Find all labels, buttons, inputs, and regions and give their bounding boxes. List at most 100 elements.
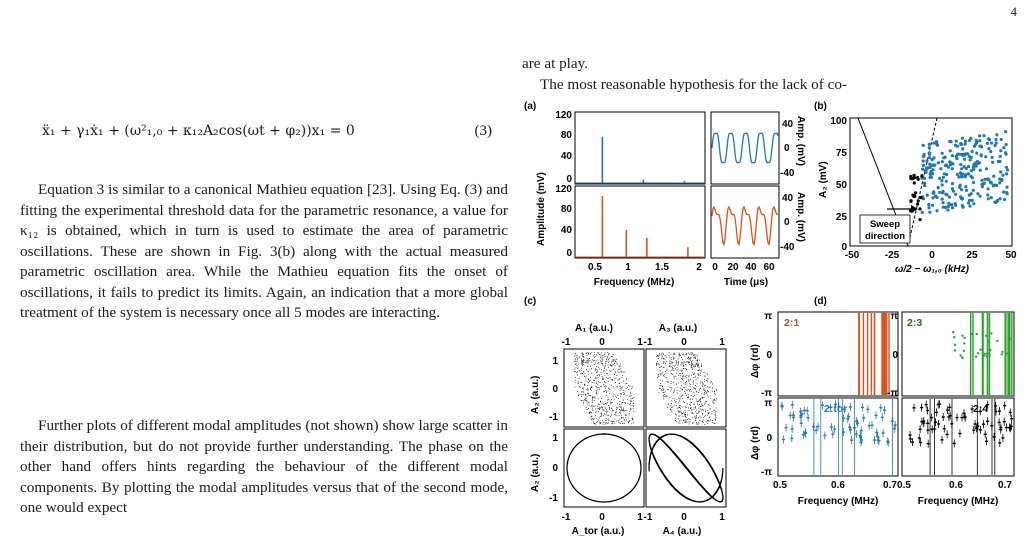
c-point [606, 403, 607, 405]
b-point-blue [982, 134, 986, 138]
c-btick-e: 0 [681, 512, 687, 523]
c-point [663, 361, 665, 362]
d-marker [962, 412, 966, 414]
c-point [618, 372, 620, 374]
c-point [601, 376, 603, 378]
b-point-black [909, 199, 913, 203]
c-point [633, 422, 635, 424]
c-point [707, 386, 709, 388]
d-point [953, 349, 957, 352]
c-point [705, 401, 707, 403]
c-point [596, 354, 597, 356]
c-point [632, 404, 634, 406]
c-point [596, 369, 598, 371]
b-point-blue [994, 141, 998, 145]
c-point [673, 353, 675, 355]
panel-label-d: (d) [814, 296, 827, 307]
c-point [676, 399, 678, 400]
c-point [593, 400, 595, 401]
c-ytick-bot-0: 0 [552, 463, 558, 474]
b-ytick-75: 75 [836, 148, 848, 159]
c-point [671, 369, 673, 371]
c-point [589, 412, 591, 413]
c-point [683, 383, 685, 385]
c-point [581, 367, 582, 369]
c-point [582, 373, 583, 374]
c-point [707, 415, 708, 416]
d-marker [955, 416, 959, 419]
b-point-blue [941, 189, 945, 193]
c-point [628, 417, 630, 419]
c-point [691, 364, 692, 366]
c-point [621, 407, 622, 409]
c-point [710, 408, 711, 410]
c-point [683, 365, 684, 366]
c-point [688, 409, 690, 411]
c-point [665, 372, 667, 374]
c-point [673, 405, 675, 407]
b-point-blue [993, 143, 997, 148]
d-marker [848, 429, 852, 431]
c-point [672, 397, 674, 399]
c-point [626, 414, 627, 416]
c-point [601, 398, 603, 399]
c-ytick-top-m1: -1 [549, 412, 558, 423]
d-marker [848, 406, 852, 408]
c-point [688, 397, 689, 399]
d-marker [930, 416, 934, 419]
c-point [590, 416, 592, 417]
panel-label-a: (a) [524, 101, 536, 112]
b-point-blue [1004, 130, 1008, 134]
c-point [583, 403, 585, 405]
c-point [603, 409, 605, 410]
c-point [662, 372, 664, 374]
c-point [688, 390, 690, 392]
a-ylabel: Amplitude (mV) [536, 172, 547, 246]
c-point [618, 365, 620, 367]
c-point [664, 396, 666, 397]
b-point-blue [987, 147, 991, 151]
c-point [577, 368, 579, 369]
b-point-blue [961, 205, 965, 209]
c-point [595, 369, 596, 371]
c-point [664, 391, 666, 393]
c-point [668, 365, 670, 367]
c-point [682, 362, 684, 364]
b-point-blue [984, 167, 989, 171]
c-point [624, 415, 626, 416]
c-point [628, 413, 630, 414]
c-point [696, 359, 698, 361]
c-point [679, 405, 681, 406]
c-point [575, 367, 577, 369]
c-point [592, 397, 593, 399]
c-point [697, 377, 699, 379]
c-point [619, 366, 620, 368]
c-point [586, 396, 588, 398]
c-point [698, 364, 700, 366]
c-point [629, 399, 631, 401]
b-point-blue [954, 192, 958, 196]
c-point [630, 398, 632, 400]
c-point [608, 354, 610, 356]
c-point [693, 354, 695, 355]
b-point-black [918, 218, 922, 222]
c-point [605, 385, 607, 387]
c-point [676, 414, 677, 416]
c-point [657, 358, 659, 359]
c-point [657, 355, 658, 356]
mathieu-boundary-right [907, 117, 938, 247]
b-point-blue [940, 160, 944, 164]
c-point [701, 366, 702, 367]
c-point [596, 422, 598, 423]
c-point [595, 381, 597, 383]
c-point [693, 373, 695, 375]
b-point-black [912, 173, 916, 177]
c-point [577, 391, 578, 392]
c-point [583, 356, 584, 358]
b-point-blue [986, 177, 990, 181]
c-point [704, 381, 705, 382]
c-point [610, 364, 611, 366]
d-xtick-l-0.7: 0.7 [883, 480, 897, 491]
right-line-1: are at play. [522, 55, 589, 72]
c-point [626, 382, 628, 384]
